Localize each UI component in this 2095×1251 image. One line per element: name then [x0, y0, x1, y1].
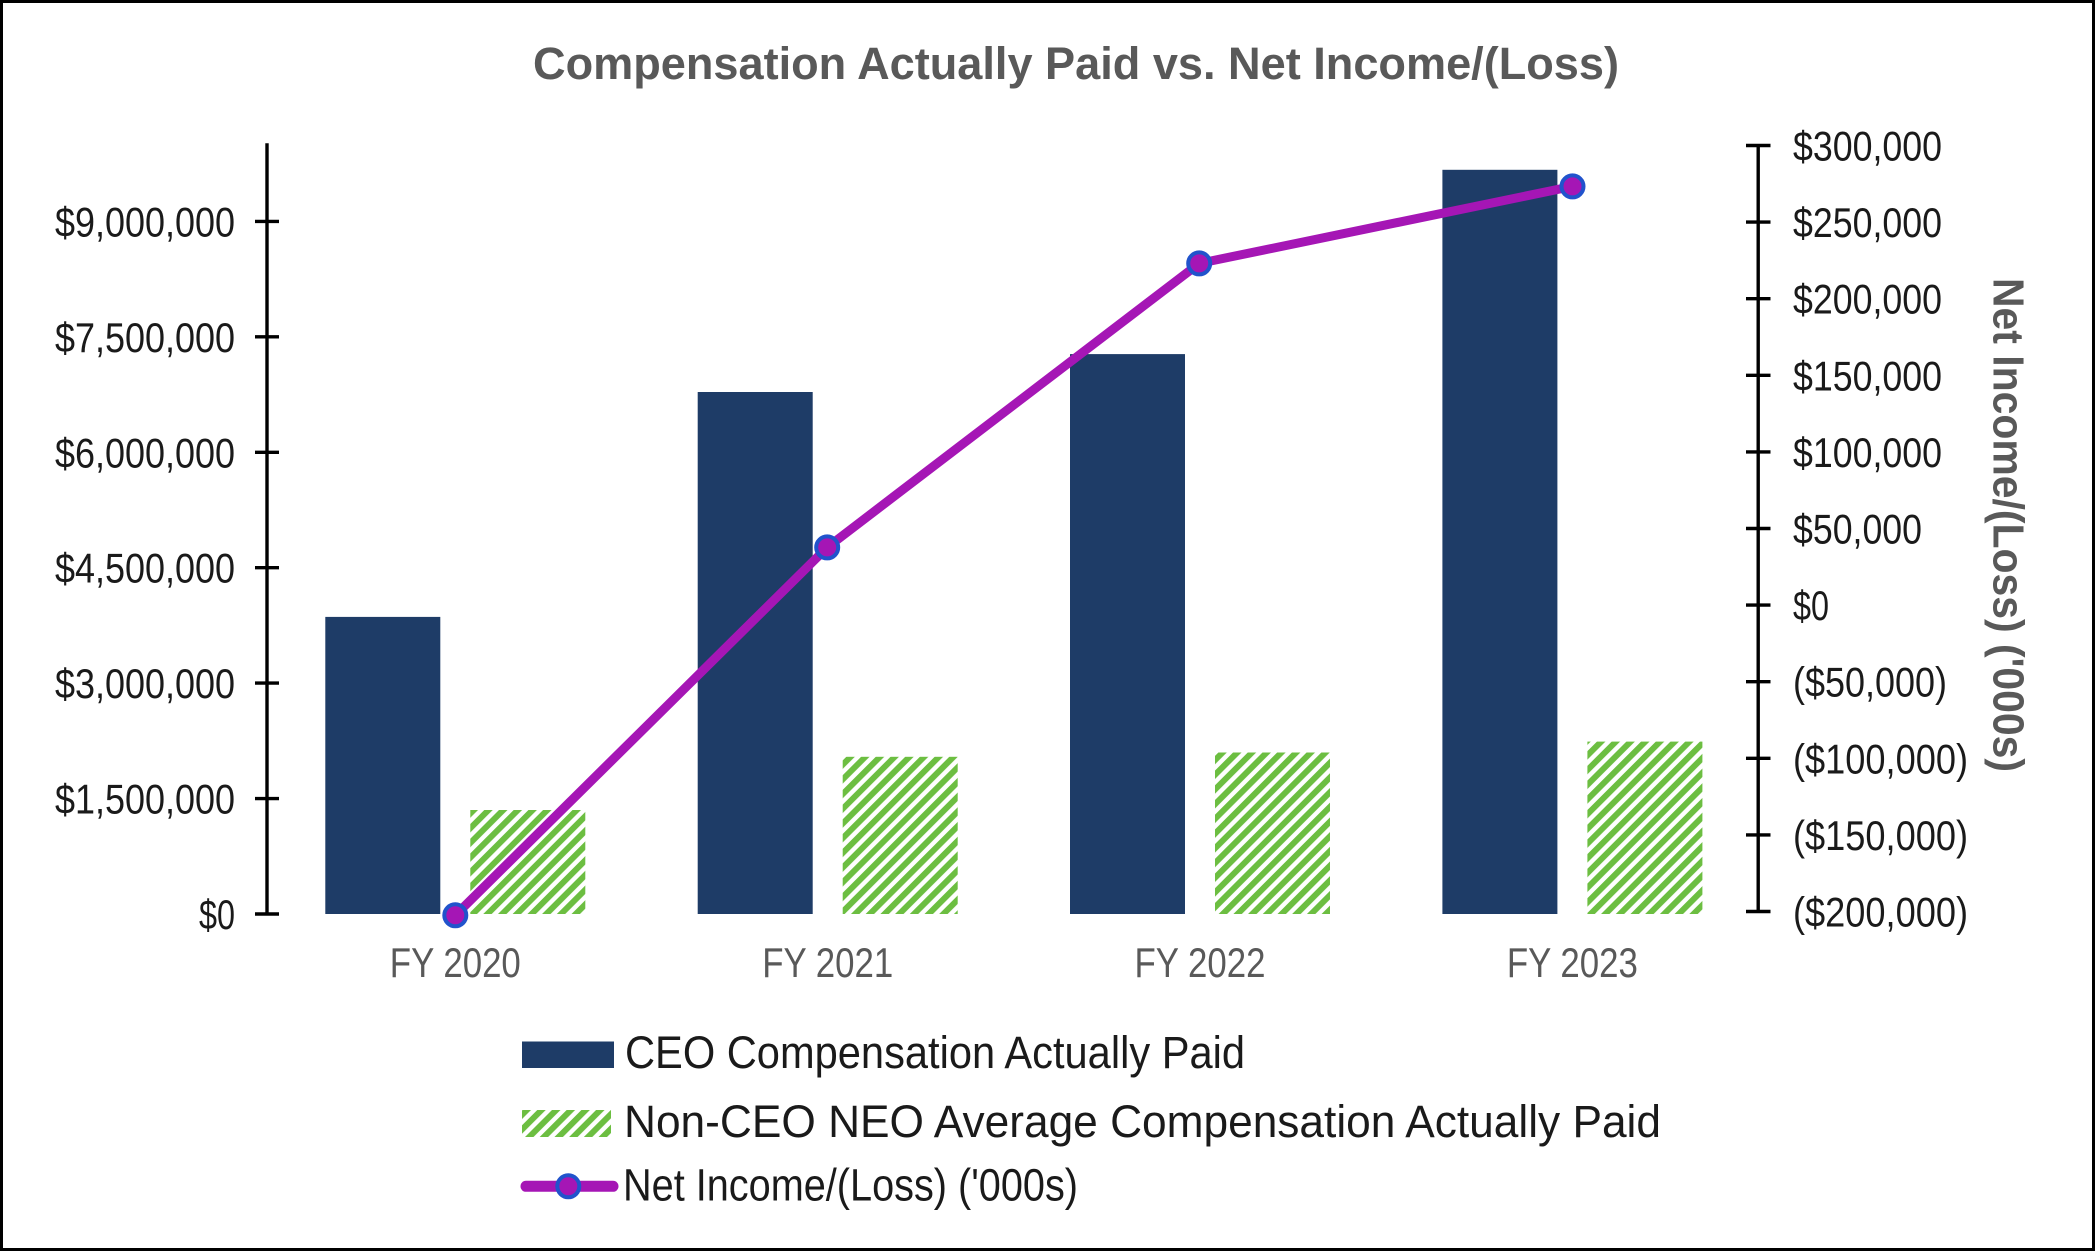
- svg-text:$200,000: $200,000: [1793, 276, 1942, 323]
- svg-text:($200,000): ($200,000): [1793, 889, 1968, 936]
- svg-text:FY 2021: FY 2021: [762, 939, 893, 986]
- svg-text:$1,500,000: $1,500,000: [55, 776, 235, 823]
- svg-text:$100,000: $100,000: [1793, 429, 1942, 476]
- svg-text:Non-CEO NEO Average Compensati: Non-CEO NEO Average Compensation Actuall…: [624, 1096, 1661, 1147]
- svg-text:$0: $0: [1793, 582, 1829, 629]
- svg-text:$3,000,000: $3,000,000: [55, 660, 235, 707]
- svg-text:($100,000): ($100,000): [1793, 735, 1968, 782]
- svg-text:FY 2022: FY 2022: [1135, 939, 1266, 986]
- svg-text:$6,000,000: $6,000,000: [55, 429, 235, 476]
- svg-text:$300,000: $300,000: [1793, 123, 1942, 170]
- svg-text:$4,500,000: $4,500,000: [55, 545, 235, 592]
- svg-text:FY 2020: FY 2020: [390, 939, 521, 986]
- svg-text:Compensation Actually Paid vs.: Compensation Actually Paid vs. Net Incom…: [533, 38, 1619, 89]
- svg-text:$50,000: $50,000: [1793, 506, 1922, 553]
- svg-text:$7,500,000: $7,500,000: [55, 314, 235, 361]
- svg-text:$150,000: $150,000: [1793, 352, 1942, 399]
- svg-text:$9,000,000: $9,000,000: [55, 198, 235, 245]
- svg-text:Net Income/(Loss) ('000s): Net Income/(Loss) ('000s): [623, 1159, 1078, 1210]
- svg-text:($50,000): ($50,000): [1793, 659, 1947, 706]
- svg-text:CEO Compensation Actually Paid: CEO Compensation Actually Paid: [625, 1027, 1245, 1078]
- svg-text:Net Income/(Loss) ('000s): Net Income/(Loss) ('000s): [1984, 278, 2033, 772]
- svg-text:FY 2023: FY 2023: [1507, 939, 1638, 986]
- svg-text:($150,000): ($150,000): [1793, 812, 1968, 859]
- svg-text:$250,000: $250,000: [1793, 199, 1942, 246]
- svg-text:$0: $0: [199, 891, 235, 938]
